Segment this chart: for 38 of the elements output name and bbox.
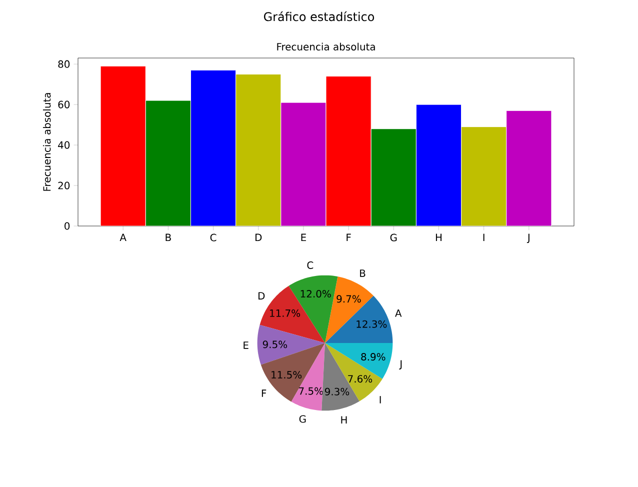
slice-label: J (399, 360, 402, 370)
slice-label: A (395, 310, 402, 317)
x-tick-label: G (390, 234, 397, 242)
y-tick-label: 0 (64, 222, 70, 230)
data-label: 11.5% (272, 371, 302, 379)
slice-label: C (307, 261, 314, 269)
data-label: 12.0% (300, 290, 331, 298)
y-tick-label: 20 (58, 182, 70, 190)
y-tick-label: 40 (58, 141, 70, 149)
slice-label: G (299, 415, 306, 423)
data-label: 9.3% (324, 388, 350, 396)
x-tick-label: I (483, 234, 484, 242)
chart-subtitle: Frecuencia absoluta (277, 42, 375, 51)
data-label: 9.7% (336, 295, 361, 303)
slice-label: B (360, 270, 366, 277)
x-tick-label: H (436, 234, 442, 242)
slice-label: E (244, 342, 248, 349)
slice-label: D (258, 292, 265, 300)
slice-label: I (380, 396, 381, 404)
y-tick-label: 60 (58, 100, 70, 108)
data-label: 7.6% (348, 375, 372, 383)
data-label: 11.7% (270, 309, 300, 317)
x-tick-label: A (120, 234, 126, 242)
data-label: 9.5% (262, 340, 288, 348)
y-tick-label: 80 (58, 60, 70, 68)
y-axis-title: Frecuencia absoluta (42, 93, 51, 191)
data-label: 7.5% (299, 387, 323, 395)
x-tick-label: F (346, 234, 351, 242)
data-label: 8.9% (361, 353, 386, 361)
x-tick-label: D (256, 234, 262, 242)
x-tick-label: B (166, 234, 171, 242)
x-tick-label: C (210, 234, 216, 242)
x-tick-label: E (301, 234, 306, 242)
data-label: 12.3% (356, 320, 387, 328)
x-tick-label: J (526, 234, 530, 244)
slice-label: F (262, 390, 266, 397)
chart-title: Gráfico estadístico (264, 11, 374, 22)
slice-label: H (341, 416, 347, 424)
